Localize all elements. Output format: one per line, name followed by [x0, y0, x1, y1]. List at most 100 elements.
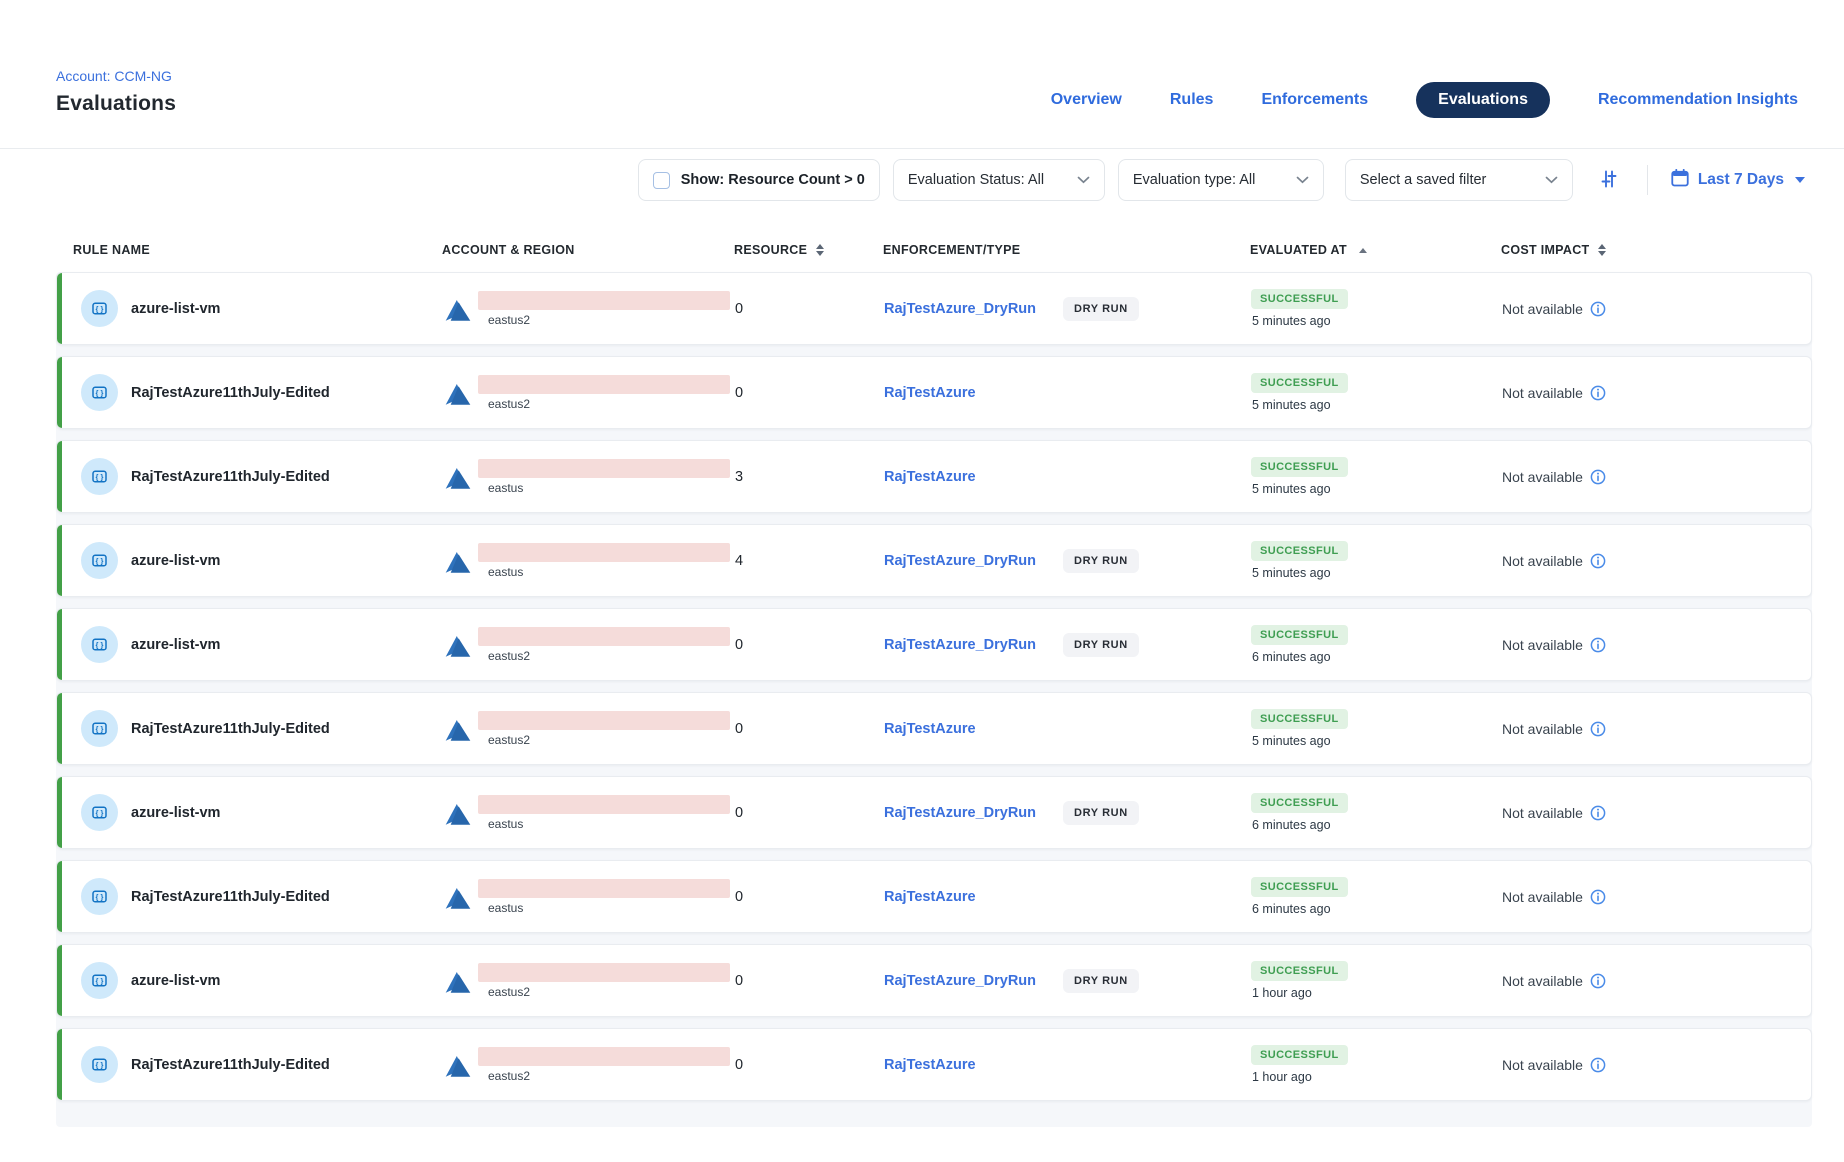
cost-impact-value: Not available [1502, 301, 1583, 317]
cost-impact-value: Not available [1502, 973, 1583, 989]
date-range-picker[interactable]: Last 7 Days [1671, 169, 1805, 192]
info-icon[interactable] [1590, 805, 1606, 821]
evaluation-status-select[interactable]: Evaluation Status: All [893, 159, 1105, 201]
svg-text:{ }: { } [96, 556, 104, 565]
redacted-account-name [478, 627, 730, 646]
sort-icon[interactable] [816, 244, 824, 257]
rule-name: azure-list-vm [131, 805, 220, 821]
rule-name: RajTestAzure11thJuly-Edited [131, 1057, 330, 1073]
evaluated-time: 6 minutes ago [1252, 818, 1331, 832]
region-label: eastus [488, 565, 523, 579]
redacted-account-name [478, 543, 730, 562]
status-badge: SUCCESSFUL [1251, 457, 1348, 477]
info-icon[interactable] [1590, 385, 1606, 401]
breadcrumb[interactable]: Account: CCM-NG [56, 68, 176, 84]
evaluation-row[interactable]: { } RajTestAzure11thJuly-Edited eastus2 … [56, 356, 1812, 429]
enforcement-link[interactable]: RajTestAzure [884, 469, 976, 485]
rule-icon: { } [81, 878, 118, 915]
resource-count: 4 [735, 553, 743, 569]
info-icon[interactable] [1590, 889, 1606, 905]
tab-evaluations[interactable]: Evaluations [1416, 82, 1550, 118]
saved-filter-select[interactable]: Select a saved filter [1345, 159, 1573, 201]
region-label: eastus2 [488, 397, 530, 411]
rule-name: RajTestAzure11thJuly-Edited [131, 469, 330, 485]
rule-icon: { } [81, 794, 118, 831]
region-label: eastus [488, 481, 523, 495]
info-icon[interactable] [1590, 1057, 1606, 1073]
region-label: eastus [488, 901, 523, 915]
tab-overview[interactable]: Overview [1051, 91, 1122, 109]
info-icon[interactable] [1590, 301, 1606, 317]
evaluation-row[interactable]: { } RajTestAzure11thJuly-Edited eastus2 … [56, 692, 1812, 765]
tab-rules[interactable]: Rules [1170, 91, 1214, 109]
info-icon[interactable] [1590, 721, 1606, 737]
enforcement-link[interactable]: RajTestAzure_DryRun [884, 973, 1036, 989]
resource-count: 0 [735, 301, 743, 317]
caret-down-icon [1795, 177, 1805, 183]
evaluation-row[interactable]: { } RajTestAzure11thJuly-Edited eastus2 … [56, 1028, 1812, 1101]
enforcement-link[interactable]: RajTestAzure [884, 385, 976, 401]
info-icon[interactable] [1590, 637, 1606, 653]
chevron-down-icon [1545, 171, 1558, 189]
evaluation-row[interactable]: { } azure-list-vm eastus2 0 RajTestAzure… [56, 944, 1812, 1017]
cost-impact-value: Not available [1502, 469, 1583, 485]
enforcement-link[interactable]: RajTestAzure_DryRun [884, 301, 1036, 317]
sort-asc-icon[interactable] [1359, 248, 1367, 253]
evaluation-type-select[interactable]: Evaluation type: All [1118, 159, 1324, 201]
tab-enforcements[interactable]: Enforcements [1261, 91, 1368, 109]
dry-run-badge: DRY RUN [1063, 969, 1139, 993]
svg-text:{ }: { } [96, 1060, 104, 1069]
resource-count-filter[interactable]: Show: Resource Count > 0 [638, 159, 880, 201]
region-label: eastus2 [488, 985, 530, 999]
info-icon[interactable] [1590, 973, 1606, 989]
svg-text:{ }: { } [96, 640, 104, 649]
rule-name: RajTestAzure11thJuly-Edited [131, 721, 330, 737]
enforcement-link[interactable]: RajTestAzure [884, 721, 976, 737]
evaluation-row[interactable]: { } RajTestAzure11thJuly-Edited eastus 0… [56, 860, 1812, 933]
rule-icon: { } [81, 458, 118, 495]
evaluation-row[interactable]: { } azure-list-vm eastus 0 RajTestAzure_… [56, 776, 1812, 849]
saved-filter-value: Select a saved filter [1360, 172, 1487, 188]
region-label: eastus2 [488, 313, 530, 327]
enforcement-link[interactable]: RajTestAzure_DryRun [884, 637, 1036, 653]
chevron-down-icon [1296, 171, 1309, 189]
svg-text:{ }: { } [96, 472, 104, 481]
evaluated-time: 5 minutes ago [1252, 398, 1331, 412]
enforcement-link[interactable]: RajTestAzure_DryRun [884, 553, 1036, 569]
resource-count: 0 [735, 721, 743, 737]
region-label: eastus2 [488, 733, 530, 747]
status-badge: SUCCESSFUL [1251, 541, 1348, 561]
evaluated-time: 5 minutes ago [1252, 734, 1331, 748]
evaluated-time: 5 minutes ago [1252, 314, 1331, 328]
rule-icon: { } [81, 290, 118, 327]
info-icon[interactable] [1590, 553, 1606, 569]
tab-recommendation-insights[interactable]: Recommendation Insights [1598, 91, 1798, 109]
evaluation-row[interactable]: { } RajTestAzure11thJuly-Edited eastus 3… [56, 440, 1812, 513]
resource-count: 0 [735, 973, 743, 989]
col-resource[interactable]: RESOURCE [734, 243, 883, 257]
table-header-row: RULE NAME ACCOUNT & REGION RESOURCE ENFO… [56, 243, 1812, 257]
rule-icon: { } [81, 374, 118, 411]
enforcement-link[interactable]: RajTestAzure [884, 889, 976, 905]
evaluated-time: 1 hour ago [1252, 986, 1312, 1000]
svg-text:{ }: { } [96, 892, 104, 901]
evaluation-row[interactable]: { } azure-list-vm eastus2 0 RajTestAzure… [56, 272, 1812, 345]
info-icon[interactable] [1590, 469, 1606, 485]
sort-icon[interactable] [1598, 244, 1606, 257]
cost-impact-value: Not available [1502, 805, 1583, 821]
region-label: eastus2 [488, 1069, 530, 1083]
evaluation-row[interactable]: { } azure-list-vm eastus2 0 RajTestAzure… [56, 608, 1812, 681]
resource-count: 3 [735, 469, 743, 485]
evaluated-time: 5 minutes ago [1252, 566, 1331, 580]
evaluation-row[interactable]: { } azure-list-vm eastus 4 RajTestAzure_… [56, 524, 1812, 597]
filter-settings-button[interactable] [1594, 164, 1624, 197]
rule-name: RajTestAzure11thJuly-Edited [131, 385, 330, 401]
azure-icon [443, 803, 473, 828]
page-header: Account: CCM-NG Evaluations Overview Rul… [0, 0, 1844, 149]
date-range-value: Last 7 Days [1698, 171, 1784, 189]
col-evaluated-at[interactable]: EVALUATED AT [1250, 243, 1501, 257]
enforcement-link[interactable]: RajTestAzure [884, 1057, 976, 1073]
col-cost-impact[interactable]: COST IMPACT [1501, 243, 1812, 257]
checkbox[interactable] [653, 172, 670, 189]
enforcement-link[interactable]: RajTestAzure_DryRun [884, 805, 1036, 821]
